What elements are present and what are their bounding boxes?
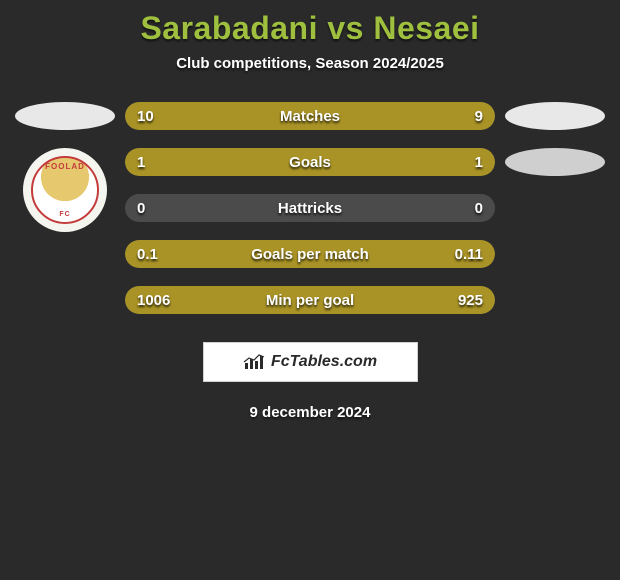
stat-value-left: 1006 — [137, 292, 170, 309]
stat-fill-right — [310, 148, 495, 176]
stat-value-right: 0 — [475, 200, 483, 217]
stat-bar: 0.1 Goals per match 0.11 — [125, 240, 495, 268]
stat-label: Goals per match — [251, 246, 369, 263]
page-subtitle: Club competitions, Season 2024/2025 — [176, 55, 444, 72]
stat-value-right: 1 — [475, 154, 483, 171]
main-row: FOOLAD FC 10Matches91Goals10Hattricks00.… — [0, 102, 620, 314]
stat-bar: 0 Hattricks 0 — [125, 194, 495, 222]
left-player-col: FOOLAD FC — [15, 102, 115, 232]
stat-bar: 10 Matches 9 — [125, 102, 495, 130]
stat-label: Min per goal — [266, 292, 354, 309]
right-player-ellipse-2 — [505, 148, 605, 176]
bar-chart-icon — [243, 353, 265, 371]
brand-box[interactable]: FcTables.com — [203, 342, 418, 382]
comparison-infographic: Sarabadani vs Nesaei Club competitions, … — [0, 0, 620, 580]
stats-bars: 10Matches91Goals10Hattricks00.1Goals per… — [125, 102, 495, 314]
stat-value-right: 925 — [458, 292, 483, 309]
right-player-ellipse-1 — [505, 102, 605, 130]
stat-value-left: 1 — [137, 154, 145, 171]
brand-label: FcTables.com — [271, 353, 377, 371]
stat-bar: 1 Goals 1 — [125, 148, 495, 176]
stat-value-right: 9 — [475, 108, 483, 125]
crest-text-bottom: FC — [59, 211, 70, 218]
stat-label: Matches — [280, 108, 340, 125]
stat-bar: 1006 Min per goal 925 — [125, 286, 495, 314]
crest-inner: FOOLAD FC — [31, 156, 99, 224]
right-player-col — [505, 102, 605, 176]
stat-value-left: 10 — [137, 108, 154, 125]
stat-fill-left — [125, 148, 310, 176]
stat-label: Hattricks — [278, 200, 342, 217]
crest-text-top: FOOLAD — [45, 162, 85, 171]
stat-value-left: 0.1 — [137, 246, 158, 263]
stat-fill-right — [317, 102, 495, 130]
left-player-ellipse — [15, 102, 115, 130]
left-club-crest: FOOLAD FC — [23, 148, 107, 232]
date-label: 9 december 2024 — [250, 404, 371, 421]
stat-value-right: 0.11 — [455, 246, 483, 263]
page-title: Sarabadani vs Nesaei — [140, 10, 479, 47]
stat-label: Goals — [289, 154, 331, 171]
stat-value-left: 0 — [137, 200, 145, 217]
